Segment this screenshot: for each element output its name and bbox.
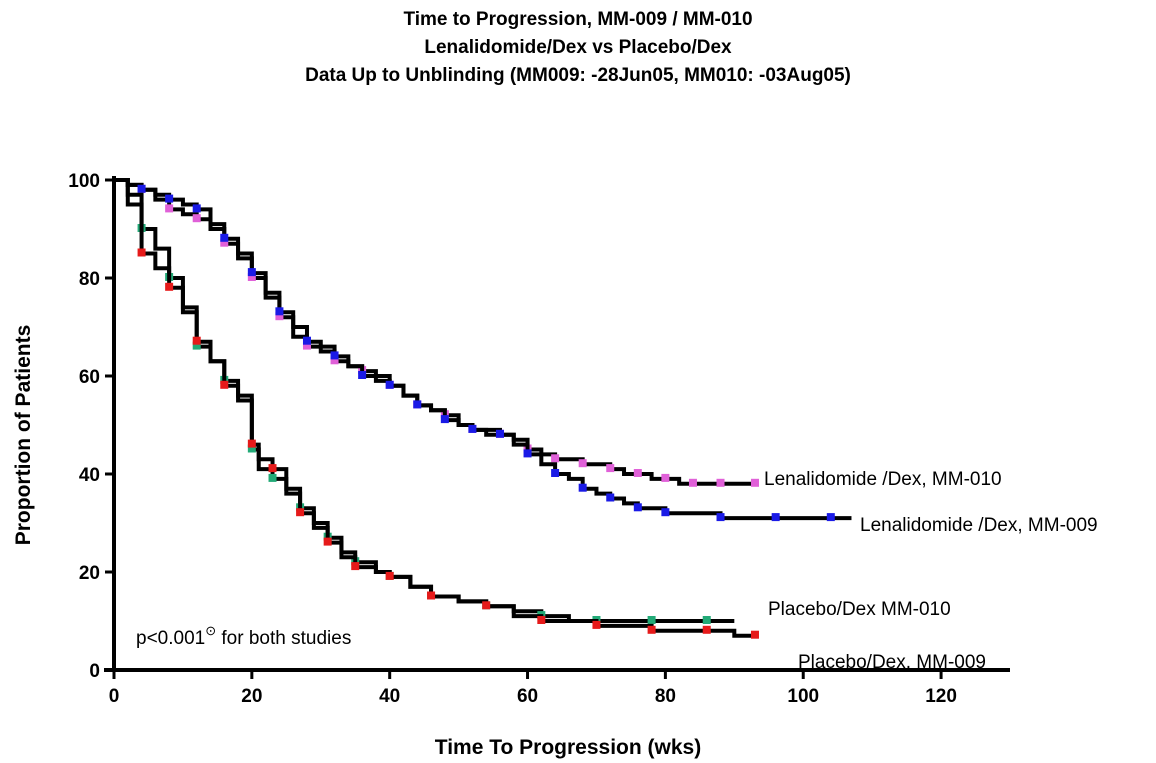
censor-marker: [247, 273, 256, 281]
censor-marker: [537, 616, 546, 624]
censor-marker: [323, 537, 332, 546]
series-labels: Lenalidomide /Dex, MM-010 Lenalidomide /D…: [764, 469, 1098, 673]
censor-marker: [220, 380, 229, 389]
censor-marker: [385, 380, 394, 389]
censor-marker: [165, 282, 174, 291]
x-tick-label: 40: [379, 686, 400, 707]
p-value-suffix: for both studies: [216, 628, 351, 649]
censor-marker: [606, 464, 615, 473]
censor-marker: [220, 238, 229, 247]
censor-marker: [296, 508, 305, 517]
x-tick-label: 20: [241, 686, 262, 707]
censor-marker: [192, 214, 201, 223]
censor-marker: [358, 371, 367, 379]
chart-title-line-1: Time to Progression, MM-009 / MM-010: [403, 9, 753, 30]
y-tick-label: 40: [79, 465, 100, 486]
censor-marker: [220, 233, 229, 242]
censor-marker: [192, 204, 201, 213]
series-label-1: Lenalidomide /Dex, MM-010: [764, 469, 1002, 490]
censor-marker: [482, 601, 491, 610]
y-tick-label: 80: [79, 269, 100, 290]
censor-marker: [661, 508, 670, 517]
censor-marker: [351, 562, 360, 571]
censor-marker: [771, 513, 780, 522]
censor-marker: [606, 493, 615, 502]
y-tick-label: 100: [68, 171, 100, 192]
censor-marker: [468, 424, 477, 433]
censor-marker: [661, 473, 670, 482]
censor-marker: [275, 307, 284, 316]
censor-marker: [385, 571, 394, 580]
censor-marker: [413, 400, 422, 409]
series-label-3: Placebo/Dex MM-010: [768, 599, 951, 620]
censor-marker: [427, 591, 436, 600]
y-tick-label: 20: [79, 563, 100, 584]
x-tick-label: 120: [925, 686, 957, 707]
series-layer: [114, 178, 852, 639]
censor-marker: [702, 625, 711, 634]
censor-marker: [137, 184, 146, 193]
p-value-annotation: p<0.001⊙ for both studies: [136, 623, 351, 649]
p-value-text: p<0.001: [136, 628, 205, 649]
censor-marker: [578, 483, 587, 492]
censor-marker: [137, 248, 146, 257]
censor-marker: [592, 620, 601, 629]
x-tick-label: 80: [655, 686, 676, 707]
censor-marker: [523, 449, 532, 458]
censor-marker: [192, 341, 201, 350]
censor-marker: [247, 268, 256, 277]
censor-marker: [578, 459, 587, 468]
chart-title-line-2: Lenalidomide/Dex vs Placebo/Dex: [424, 37, 732, 58]
censor-marker: [551, 469, 560, 477]
censor-marker: [165, 194, 174, 203]
x-tick-label: 0: [109, 686, 120, 707]
censor-marker: [330, 356, 339, 365]
censor-marker: [247, 444, 256, 453]
x-tick-label: 60: [517, 686, 538, 707]
censor-marker: [647, 616, 656, 624]
censor-marker: [633, 503, 642, 512]
censor-marker: [440, 415, 449, 424]
series-label-2: Lenalidomide /Dex, MM-009: [860, 515, 1098, 536]
x-tick-label: 100: [787, 686, 819, 707]
censor-marker: [268, 464, 277, 473]
censor-marker: [716, 478, 725, 487]
series-label-4: Placebo/Dex, MM-009: [798, 652, 986, 673]
censor-marker: [688, 478, 697, 487]
censor-marker: [268, 473, 277, 482]
chart-title-line-3: Data Up to Unblinding (MM009: -28Jun05, …: [305, 65, 851, 86]
y-axis-title: Proportion of Patients: [12, 325, 35, 546]
series-line-4: [114, 178, 755, 638]
censor-marker: [330, 351, 339, 360]
series-line-2: [114, 178, 852, 521]
censor-marker: [192, 336, 201, 345]
censor-marker: [826, 513, 835, 522]
chart-title-block: Time to Progression, MM-009 / MM-010 Len…: [0, 6, 1156, 90]
censor-marker: [750, 630, 759, 639]
y-tick-label: 60: [79, 367, 100, 388]
censor-marker: [247, 439, 256, 448]
y-tick-label: 0: [89, 661, 100, 682]
censor-marker: [165, 204, 174, 213]
ticks-layer: 0 20 40 60 80 100 120 0 20 40 60 80 100: [68, 171, 957, 707]
censor-marker: [275, 312, 284, 321]
x-axis-title: Time To Progression (wks): [435, 736, 701, 759]
censor-marker: [302, 336, 311, 345]
censor-marker: [647, 625, 656, 634]
censor-marker: [750, 478, 759, 487]
censor-marker: [716, 513, 725, 522]
censor-marker: [633, 469, 642, 477]
censor-marker: [551, 454, 560, 463]
censor-marker: [302, 341, 311, 350]
censor-marker: [495, 429, 504, 438]
p-value-superscript: ⊙: [205, 623, 216, 638]
censor-marker: [702, 616, 711, 624]
series-line-3: [114, 178, 735, 623]
